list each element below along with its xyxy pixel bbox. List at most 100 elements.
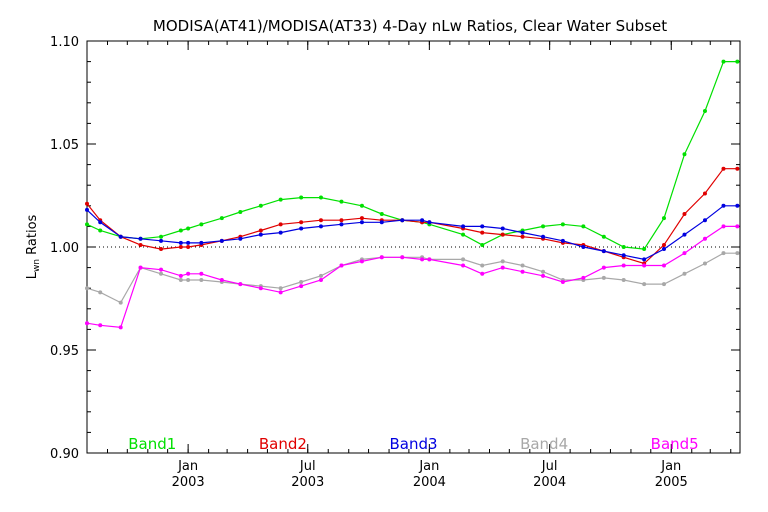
data-point-band1 (642, 247, 647, 252)
data-point-band3 (642, 257, 647, 262)
data-point-band3 (581, 245, 586, 249)
data-point-band1 (541, 224, 546, 229)
x-tick-month-label: Jul (541, 459, 558, 474)
chart-title: MODISA(AT41)/MODISA(AT33) 4-Day nLw Rati… (153, 17, 667, 35)
data-point-band5 (461, 263, 466, 268)
data-point-band5 (702, 236, 707, 241)
y-axis-label-sub: wn (32, 259, 42, 272)
data-point-band4 (461, 257, 466, 262)
data-point-band1 (379, 212, 384, 217)
data-point-band4 (735, 251, 740, 256)
data-point-band3 (159, 238, 164, 243)
data-point-band2 (159, 247, 164, 252)
data-point-band5 (601, 265, 606, 270)
y-axis-label-rest: Ratios (25, 214, 40, 259)
data-point-band5 (520, 269, 525, 274)
data-point-band2 (178, 245, 183, 249)
data-point-band4 (299, 280, 304, 285)
data-point-band3 (541, 234, 546, 239)
data-point-band1 (661, 216, 666, 221)
data-point-band5 (400, 255, 405, 260)
data-point-band1 (199, 222, 204, 227)
data-point-band4 (199, 277, 204, 282)
data-point-band1 (461, 232, 466, 237)
y-axis-label-main: L (25, 271, 40, 279)
data-point-band1 (721, 59, 726, 64)
data-point-band5 (85, 321, 89, 326)
data-point-band3 (278, 230, 283, 235)
data-point-band3 (359, 220, 364, 225)
data-point-band3 (735, 203, 740, 208)
data-point-band2 (702, 191, 707, 196)
data-point-band2 (520, 234, 525, 239)
x-tick-month-label: Jan (177, 459, 198, 474)
x-tick-year-label: 2004 (533, 475, 566, 490)
data-point-band1 (219, 216, 224, 221)
data-point-band3 (85, 207, 89, 212)
data-point-band1 (299, 195, 304, 200)
data-point-band3 (420, 218, 425, 223)
x-tick-year-label: 2004 (413, 475, 446, 490)
data-point-band1 (238, 209, 243, 214)
x-tick-year-label: 2003 (291, 475, 324, 490)
data-point-band1 (85, 222, 89, 227)
data-point-band5 (219, 277, 224, 282)
data-point-band1 (682, 152, 687, 157)
data-point-band4 (520, 263, 525, 268)
series-line-band5 (86, 225, 738, 328)
data-point-band5 (480, 271, 485, 276)
data-point-band5 (318, 277, 323, 282)
data-point-band4 (278, 286, 283, 291)
data-point-band5 (299, 284, 304, 289)
legend: Band1 Band2 Band3 Band4 Band5 (128, 435, 698, 453)
data-point-band5 (560, 280, 565, 285)
data-point-band3 (461, 224, 466, 229)
data-point-band4 (621, 277, 626, 282)
data-point-band5 (199, 271, 204, 276)
data-point-band1 (339, 199, 344, 204)
data-point-band2 (661, 242, 666, 247)
data-point-band2 (85, 201, 89, 206)
data-point-band3 (178, 240, 183, 245)
y-tick-label: 1.10 (50, 35, 79, 50)
axis-tick-labels: 0.900.951.001.051.10Jan2003Jul2003Jan200… (50, 35, 688, 490)
data-point-band2 (735, 166, 740, 171)
data-point-band5 (186, 271, 191, 276)
data-point-band2 (500, 232, 505, 237)
data-point-band2 (721, 166, 726, 171)
legend-band3: Band3 (389, 435, 437, 453)
data-point-band3 (682, 232, 687, 237)
y-tick-label: 1.05 (50, 138, 79, 153)
data-point-band1 (560, 222, 565, 227)
data-point-band1 (318, 195, 323, 200)
data-point-band4 (601, 275, 606, 280)
data-point-band3 (427, 220, 432, 225)
data-point-band1 (480, 242, 485, 247)
data-point-band2 (682, 212, 687, 217)
data-point-band5 (359, 259, 364, 264)
data-point-band3 (601, 249, 606, 254)
data-point-band3 (560, 238, 565, 243)
data-point-band3 (219, 238, 224, 243)
data-point-band4 (500, 259, 505, 264)
data-point-band3 (400, 218, 405, 223)
x-tick-month-label: Jul (299, 459, 316, 474)
data-point-band2 (480, 230, 485, 235)
data-point-band3 (702, 218, 707, 223)
data-point-band5 (682, 251, 687, 256)
data-point-band2 (138, 242, 143, 247)
data-point-band5 (238, 282, 243, 287)
data-point-band2 (318, 218, 323, 223)
data-point-band5 (98, 323, 103, 328)
y-tick-label: 0.95 (50, 344, 79, 359)
data-point-band4 (682, 271, 687, 276)
data-point-band3 (186, 240, 191, 245)
data-point-band1 (159, 234, 164, 239)
data-point-band4 (541, 269, 546, 274)
data-point-band4 (118, 300, 123, 305)
axis-ticks (86, 40, 740, 454)
legend-band4: Band4 (520, 435, 568, 453)
data-point-band5 (621, 263, 626, 268)
data-point-band2 (258, 228, 263, 233)
